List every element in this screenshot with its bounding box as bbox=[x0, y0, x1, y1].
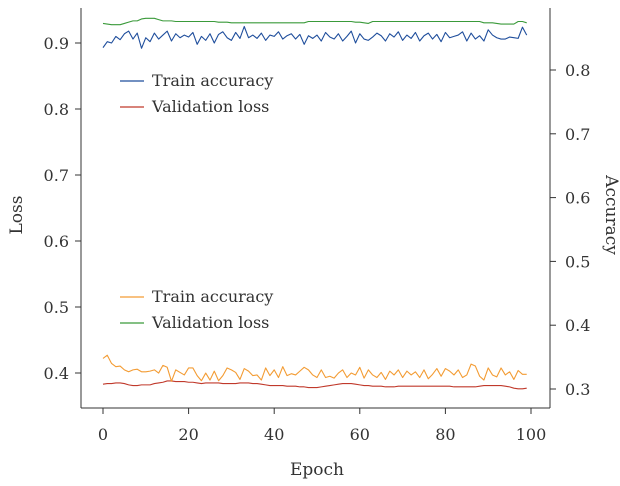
legend-label: Validation loss bbox=[151, 97, 269, 116]
left-tick-label: 0.4 bbox=[44, 364, 69, 383]
legend-label: Train accuracy bbox=[152, 287, 273, 306]
right-tick-label: 0.5 bbox=[565, 252, 590, 271]
x-tick-label: 80 bbox=[435, 425, 455, 444]
validation-loss-green-line bbox=[102, 17, 527, 26]
right-tick-label: 0.4 bbox=[565, 316, 590, 335]
x-tick-label: 100 bbox=[516, 425, 547, 444]
right-tick-label: 0.3 bbox=[565, 380, 590, 399]
x-tick-label: 0 bbox=[98, 425, 108, 444]
left-tick-label: 0.6 bbox=[44, 232, 69, 251]
validation-loss-red-line bbox=[102, 380, 527, 390]
legend-lower: Train accuracy Validation loss bbox=[120, 287, 273, 332]
left-tick-label: 0.5 bbox=[44, 298, 69, 317]
series-lines bbox=[102, 17, 528, 390]
right-tick-label: 0.8 bbox=[565, 61, 590, 80]
right-tick-label: 0.7 bbox=[565, 125, 590, 144]
train-accuracy-orange-line bbox=[102, 354, 527, 382]
legend-label: Validation loss bbox=[151, 313, 269, 332]
x-tick-label: 40 bbox=[264, 425, 284, 444]
x-tick-label: 60 bbox=[350, 425, 370, 444]
x-tick-label: 20 bbox=[178, 425, 198, 444]
right-axis-title: Accuracy bbox=[601, 174, 620, 255]
left-tick-label: 0.9 bbox=[44, 34, 69, 53]
legend-label: Train accuracy bbox=[152, 71, 273, 90]
right-tick-label: 0.6 bbox=[565, 189, 590, 208]
left-tick-label: 0.8 bbox=[44, 100, 69, 119]
legend-upper: Train accuracy Validation loss bbox=[120, 71, 273, 116]
train-accuracy-blue-line bbox=[102, 25, 528, 49]
axes: 0 20 40 60 80 100 0.4 0.5 0.6 0.7 0.8 0.9 0.3 0.4 0.5 0… bbox=[44, 8, 590, 444]
x-axis-title: Epoch bbox=[290, 460, 344, 480]
left-axis-title: Loss bbox=[7, 196, 27, 235]
left-tick-label: 0.7 bbox=[44, 166, 69, 185]
